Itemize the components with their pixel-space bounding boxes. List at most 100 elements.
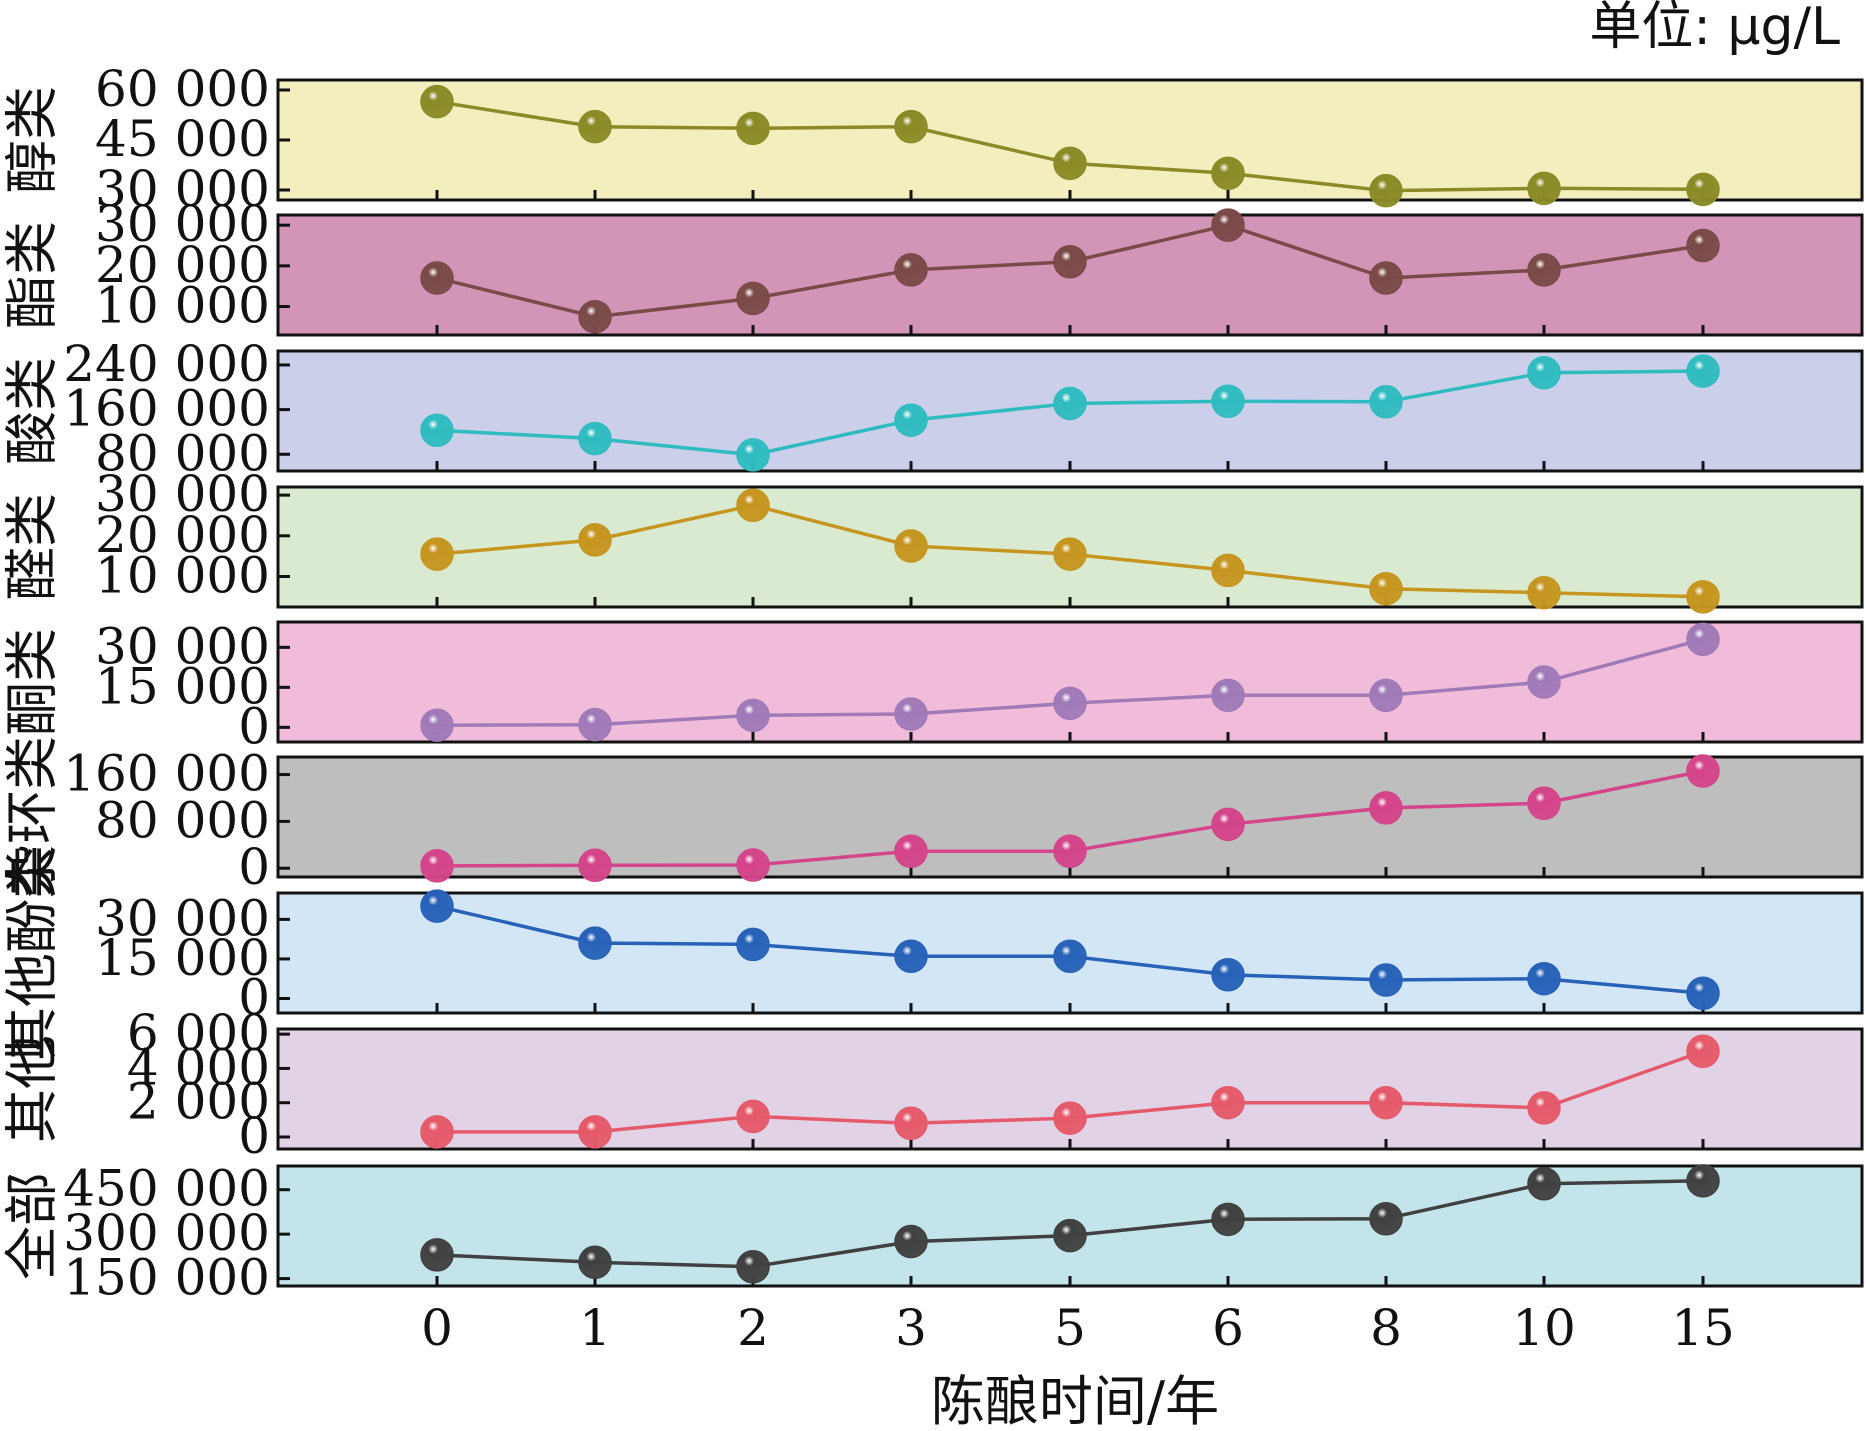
data-point: [1369, 571, 1403, 606]
y-tick-label: 6 000: [127, 1004, 270, 1062]
data-point: [1686, 976, 1720, 1010]
data-point: [1686, 172, 1720, 207]
y-axis-label: 其他: [1, 1035, 64, 1143]
data-point: [894, 1106, 928, 1141]
data-point: [1527, 665, 1561, 699]
data-point: [420, 1115, 454, 1149]
data-point: [1211, 208, 1245, 242]
data-point: [1369, 1201, 1403, 1236]
data-point: [1369, 385, 1403, 419]
y-tick-label: 240 000: [63, 335, 270, 393]
data-point: [420, 889, 454, 923]
data-point: [420, 537, 454, 571]
data-point: [420, 708, 454, 742]
x-tick-label: 10: [1512, 1299, 1576, 1357]
data-point: [1686, 622, 1720, 657]
data-point: [736, 1249, 770, 1284]
data-point: [894, 1224, 928, 1259]
y-tick-label: 10 000: [95, 546, 270, 604]
x-axis-title: 陈酿时间/年: [931, 1370, 1219, 1431]
y-tick-label: 30 000: [95, 617, 270, 675]
y-tick-label: 160 000: [63, 380, 270, 438]
data-point: [1686, 580, 1720, 614]
data-point: [420, 849, 454, 883]
y-tick-label: 450 000: [63, 1160, 270, 1218]
y-tick-label: 60 000: [95, 60, 270, 118]
y-axis-label: 酯类: [1, 221, 64, 329]
data-point: [420, 261, 454, 295]
data-point: [578, 707, 612, 742]
data-point: [578, 926, 612, 960]
data-point: [1686, 228, 1720, 263]
y-axis-label: 全部: [1, 1172, 64, 1280]
data-point: [1527, 1167, 1561, 1201]
data-point: [1211, 1085, 1245, 1120]
data-point: [1527, 171, 1561, 206]
x-tick-label: 6: [1212, 1299, 1244, 1357]
y-axis-label: 酮类: [1, 628, 64, 736]
data-point: [578, 299, 612, 334]
y-tick-label: 0: [238, 697, 270, 755]
y-tick-label: 150 000: [63, 1249, 270, 1307]
data-point: [1211, 553, 1245, 588]
data-point: [420, 1238, 454, 1272]
data-point: [736, 848, 770, 882]
data-point: [736, 488, 770, 523]
data-point: [1053, 1218, 1087, 1253]
y-axis-label: 其他酚类: [1, 845, 64, 1061]
data-point: [736, 698, 770, 733]
y-tick-label: 80 000: [95, 791, 270, 849]
data-point: [736, 281, 770, 316]
data-point: [578, 1245, 612, 1280]
data-point: [1211, 678, 1245, 713]
data-point: [1211, 807, 1245, 842]
data-point: [894, 697, 928, 731]
data-point: [1053, 834, 1087, 868]
data-point: [1369, 791, 1403, 825]
x-axis: 0 1 2 3 5 6 8 10 15: [421, 1299, 1735, 1357]
data-point: [894, 253, 928, 287]
y-tick-label: 160 000: [63, 745, 270, 803]
y-tick-label: 20 000: [95, 506, 270, 564]
data-point: [1053, 686, 1087, 721]
data-point: [1211, 156, 1245, 191]
data-point: [1369, 963, 1403, 997]
y-tick-label: 0: [238, 838, 270, 896]
data-point: [1527, 576, 1561, 610]
data-point: [894, 109, 928, 144]
data-point: [578, 523, 612, 557]
data-point: [1369, 261, 1403, 295]
data-point: [1686, 754, 1720, 788]
data-point: [1369, 1085, 1403, 1120]
data-point: [1053, 146, 1087, 181]
data-point: [1527, 961, 1561, 996]
y-tick-label: 30 000: [95, 889, 270, 947]
x-tick-label: 3: [895, 1299, 927, 1357]
x-tick-label: 8: [1370, 1299, 1402, 1357]
x-tick-label: 2: [737, 1299, 769, 1357]
data-point: [1053, 386, 1087, 421]
panel-background: [276, 78, 1864, 202]
y-axis-label: 醛类: [1, 493, 64, 601]
panel-background: [276, 620, 1864, 744]
y-tick-label: 10 000: [95, 277, 270, 335]
data-point: [420, 413, 454, 448]
y-axis-label: 醇类: [1, 86, 64, 194]
data-point: [1211, 384, 1245, 418]
y-tick-label: 30 000: [95, 195, 270, 253]
y-tick-label: 15 000: [95, 657, 270, 715]
data-point: [1686, 354, 1720, 388]
data-point: [420, 84, 454, 119]
data-point: [1527, 253, 1561, 287]
y-tick-label: 30 000: [95, 465, 270, 523]
